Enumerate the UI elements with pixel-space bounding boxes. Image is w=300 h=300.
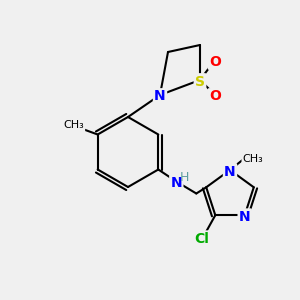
- Text: CH₃: CH₃: [243, 154, 263, 164]
- Text: N: N: [224, 164, 236, 178]
- Text: H: H: [180, 171, 189, 184]
- Text: S: S: [195, 74, 205, 88]
- Text: CH₃: CH₃: [63, 121, 84, 130]
- Text: N: N: [239, 210, 250, 224]
- Text: O: O: [209, 89, 221, 103]
- Text: N: N: [154, 89, 166, 103]
- Text: O: O: [209, 55, 221, 68]
- Text: Cl: Cl: [194, 232, 209, 246]
- Text: N: N: [170, 176, 182, 190]
